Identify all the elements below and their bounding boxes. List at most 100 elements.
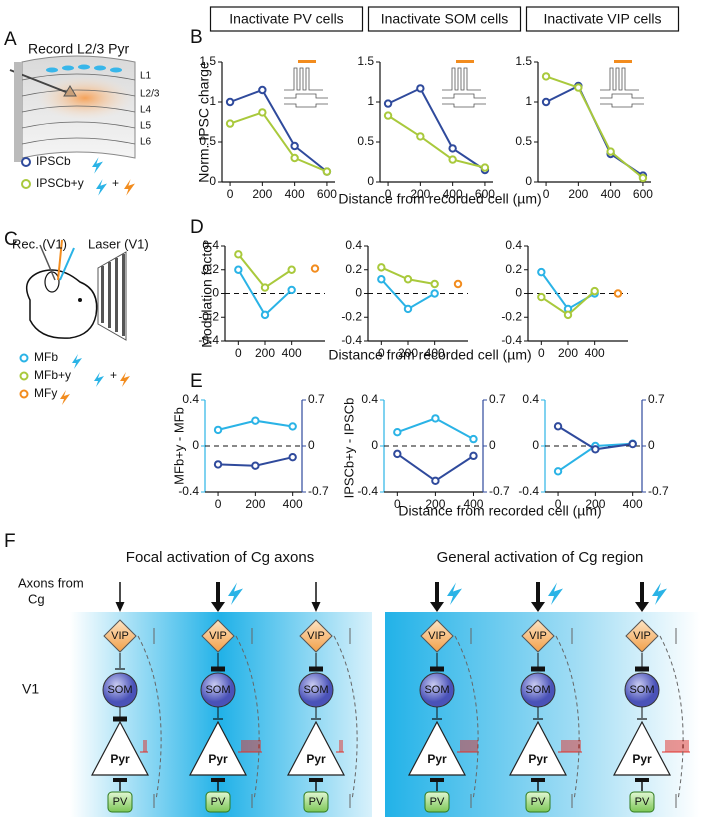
legend-marker (21, 157, 31, 167)
y-axis-label: MFb+y - MFb (171, 407, 186, 485)
inset-trace (284, 67, 328, 108)
y-tick-label: -0.4 (341, 333, 362, 347)
data-point (403, 304, 413, 314)
legend-label: MFb (34, 350, 58, 364)
series-line (237, 269, 293, 317)
y2-tick-label: 0 (648, 438, 655, 452)
section-title: Focal activation of Cg axons (126, 549, 314, 566)
panel-title: Record L2/3 Pyr (28, 41, 129, 57)
x-tick-label: 400 (463, 497, 483, 511)
light-icon (652, 582, 667, 605)
data-point (563, 310, 573, 320)
x-tick-label: 400 (585, 346, 605, 360)
data-point (213, 460, 223, 469)
input-label: Cg (28, 591, 45, 606)
x-tick-label: 600 (475, 187, 495, 201)
data-point (431, 414, 440, 423)
y-tick-label: -0.4 (518, 484, 539, 498)
cell-label: SOM (205, 684, 230, 696)
y-tick-label: 0 (367, 174, 374, 188)
arrow-head (635, 602, 649, 612)
cell-label: SOM (424, 684, 449, 696)
data-point (431, 476, 440, 486)
vip-cell (299, 619, 333, 653)
title-box (209, 6, 364, 32)
spike-train (662, 740, 690, 753)
data-point (377, 263, 386, 272)
arrow-head (115, 602, 125, 612)
legend-marker (21, 179, 31, 189)
cell-label: PV (309, 796, 324, 808)
x-tick-label: 200 (568, 187, 588, 201)
legend-plus-sign: + (110, 368, 117, 382)
data-point (469, 434, 478, 444)
cortex-illustration (9, 55, 136, 162)
y-tick-label: 1 (525, 94, 532, 108)
chart-title: Inactivate SOM cells (381, 11, 509, 27)
data-point (591, 445, 600, 454)
panel-label: E (190, 371, 203, 392)
legend-plus-sign: + (112, 176, 119, 190)
cell-label: VIP (307, 630, 325, 642)
vip-cell (521, 619, 555, 653)
cell-label: PV (211, 796, 226, 808)
data-point (628, 439, 637, 449)
section-title: General activation of Cg region (437, 549, 644, 566)
data-point (258, 85, 267, 95)
y-tick-label: 0 (525, 174, 532, 188)
panel-label: A (4, 29, 17, 50)
data-point (225, 97, 235, 107)
data-point (606, 147, 615, 156)
y2-tick-label: 0.7 (648, 392, 665, 406)
data-point (453, 279, 463, 289)
x-tick-label: 200 (425, 497, 445, 511)
legend-label: MFy (34, 386, 57, 400)
panel-label: D (190, 217, 204, 238)
pv-cell (525, 791, 551, 813)
x-tick-label: 0 (538, 346, 545, 360)
x-tick-label: 600 (317, 187, 337, 201)
y-tick-label: 0.4 (361, 392, 378, 406)
cell-label: Pyr (427, 752, 447, 766)
y-tick-label: 0.4 (505, 238, 522, 252)
y-tick-label: -0.4 (357, 484, 378, 498)
data-point (288, 452, 297, 462)
y-tick-label: 1.5 (357, 54, 374, 68)
series-line (387, 87, 486, 171)
y2-tick-label: -0.7 (308, 484, 329, 498)
cell-label: VIP (209, 630, 227, 642)
series-line (387, 114, 486, 169)
vip-cell (103, 619, 137, 653)
data-point (290, 141, 299, 151)
x-tick-label: 200 (585, 497, 605, 511)
data-point (638, 173, 648, 183)
cell-label: SOM (629, 684, 654, 696)
feedback-loop (454, 635, 479, 801)
arrow-head (531, 602, 545, 612)
x-tick-label: 400 (282, 346, 302, 360)
pyr-cell (408, 720, 466, 776)
x-tick-label: 400 (285, 187, 305, 201)
feedback-loop (235, 635, 260, 801)
cell-label: PV (635, 796, 650, 808)
x-tick-label: 600 (633, 187, 653, 201)
data-point (260, 310, 270, 320)
data-point (553, 422, 563, 431)
data-point (287, 265, 296, 274)
data-point (251, 461, 260, 470)
x-axis-label: Distance from recorded cell (µm) (328, 347, 531, 363)
data-point (590, 286, 599, 296)
chart-title: Inactivate PV cells (229, 11, 343, 27)
series-line (545, 84, 644, 177)
light-icon (124, 179, 136, 196)
data-point (234, 265, 243, 274)
cell-label: PV (430, 796, 445, 808)
pyr-cell (287, 720, 345, 776)
x-tick-label: 200 (410, 187, 430, 201)
y-tick-label: 0.2 (345, 262, 362, 276)
x-tick-label: 200 (245, 497, 265, 511)
y2-tick-label: 0 (308, 438, 315, 452)
data-point (480, 163, 490, 172)
spike-train (238, 740, 262, 753)
laser-bar (614, 60, 632, 63)
